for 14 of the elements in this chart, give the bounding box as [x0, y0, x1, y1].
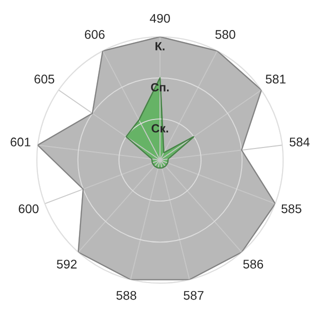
- spoke-label: 600: [18, 204, 39, 214]
- spoke-label: 592: [56, 260, 77, 269]
- spoke-label: 606: [84, 30, 105, 39]
- spoke-label: 584: [290, 138, 310, 146]
- spoke-label: 581: [266, 74, 286, 84]
- y-tick-label: К.: [156, 42, 164, 50]
- spoke-label: 601: [10, 138, 30, 146]
- spoke-label: 586: [243, 260, 264, 269]
- spoke-label: 585: [282, 204, 302, 214]
- spoke-label: 605: [34, 74, 54, 84]
- spoke-label: 587: [184, 290, 204, 300]
- spoke-label: 588: [116, 290, 136, 300]
- spoke-label: 490: [150, 14, 170, 23]
- spoke-label: 580: [215, 30, 236, 39]
